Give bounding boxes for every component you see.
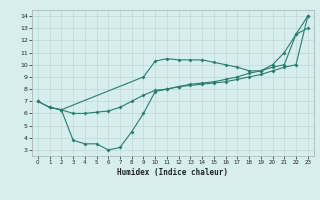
X-axis label: Humidex (Indice chaleur): Humidex (Indice chaleur) — [117, 168, 228, 177]
